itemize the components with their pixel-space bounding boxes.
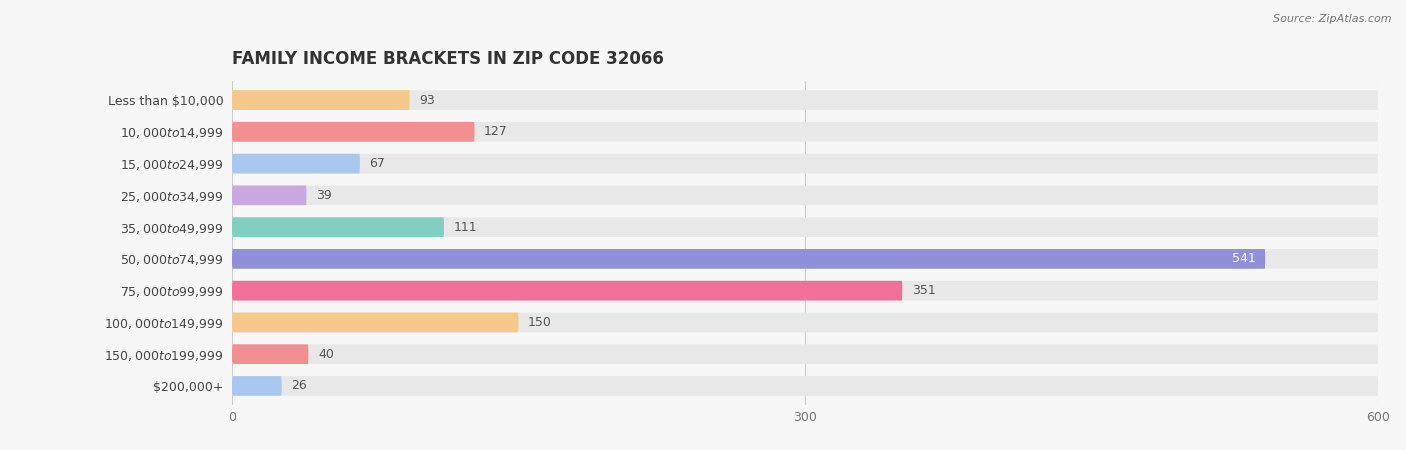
FancyBboxPatch shape (232, 313, 1378, 332)
Text: 541: 541 (1232, 252, 1256, 266)
Text: 40: 40 (318, 348, 333, 361)
FancyBboxPatch shape (232, 122, 475, 142)
Text: 351: 351 (912, 284, 935, 297)
FancyBboxPatch shape (232, 281, 903, 301)
FancyBboxPatch shape (232, 313, 519, 332)
Text: 26: 26 (291, 379, 307, 392)
Text: 39: 39 (316, 189, 332, 202)
FancyBboxPatch shape (232, 90, 409, 110)
Text: 111: 111 (454, 220, 477, 234)
FancyBboxPatch shape (232, 185, 307, 205)
Text: FAMILY INCOME BRACKETS IN ZIP CODE 32066: FAMILY INCOME BRACKETS IN ZIP CODE 32066 (232, 50, 664, 68)
FancyBboxPatch shape (232, 154, 360, 173)
Text: Source: ZipAtlas.com: Source: ZipAtlas.com (1274, 14, 1392, 23)
FancyBboxPatch shape (232, 249, 1378, 269)
FancyBboxPatch shape (232, 217, 444, 237)
Text: 127: 127 (484, 125, 508, 138)
FancyBboxPatch shape (232, 185, 1378, 205)
FancyBboxPatch shape (232, 154, 1378, 173)
FancyBboxPatch shape (232, 281, 1378, 301)
FancyBboxPatch shape (232, 344, 1378, 364)
FancyBboxPatch shape (232, 217, 1378, 237)
Text: 150: 150 (529, 316, 553, 329)
FancyBboxPatch shape (232, 376, 1378, 396)
Text: 93: 93 (419, 94, 434, 107)
FancyBboxPatch shape (232, 90, 1378, 110)
Text: 67: 67 (370, 157, 385, 170)
FancyBboxPatch shape (232, 376, 281, 396)
FancyBboxPatch shape (232, 249, 1265, 269)
FancyBboxPatch shape (232, 122, 1378, 142)
FancyBboxPatch shape (232, 344, 308, 364)
